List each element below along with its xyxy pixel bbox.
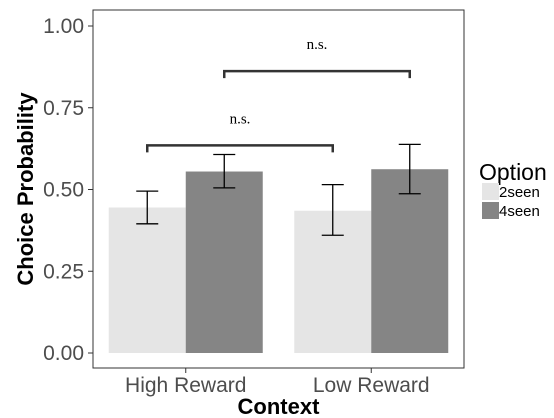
- legend: Option 2seen 4seen: [479, 159, 547, 220]
- legend-title: Option: [479, 159, 547, 185]
- y-axis-title: Choice Probability: [13, 92, 38, 286]
- bar-4seen-1: [371, 169, 449, 353]
- legend-label-2seen: 2seen: [499, 184, 540, 201]
- bar-4seen-0: [185, 171, 263, 353]
- x-tick-label-0: High Reward: [125, 374, 246, 397]
- significance-bracket-0: [146, 144, 334, 153]
- error-bars-layer: [136, 143, 421, 236]
- x-axis: High Reward Low Reward: [125, 368, 430, 397]
- legend-swatch-2seen: [482, 183, 499, 200]
- y-axis: 0.00 0.25 0.50 0.75 1.00: [43, 15, 93, 365]
- y-tick-label-0: 0.00: [43, 342, 84, 365]
- annotations-layer: n.s. n.s.: [146, 37, 411, 153]
- bar-2seen-0: [108, 207, 186, 353]
- legend-swatch-4seen: [482, 202, 499, 219]
- y-tick-label-1: 0.25: [43, 260, 84, 283]
- legend-label-4seen: 4seen: [499, 203, 540, 220]
- x-tick-label-1: Low Reward: [313, 374, 430, 397]
- x-axis-title: Context: [238, 394, 321, 418]
- significance-label-0: n.s.: [230, 111, 251, 127]
- y-tick-label-4: 1.00: [43, 15, 84, 38]
- y-tick-label-2: 0.50: [43, 179, 84, 202]
- bars-layer: [108, 169, 449, 353]
- significance-label-1: n.s.: [307, 37, 328, 53]
- significance-bracket-1: [223, 69, 411, 79]
- y-tick-label-3: 0.75: [43, 97, 84, 120]
